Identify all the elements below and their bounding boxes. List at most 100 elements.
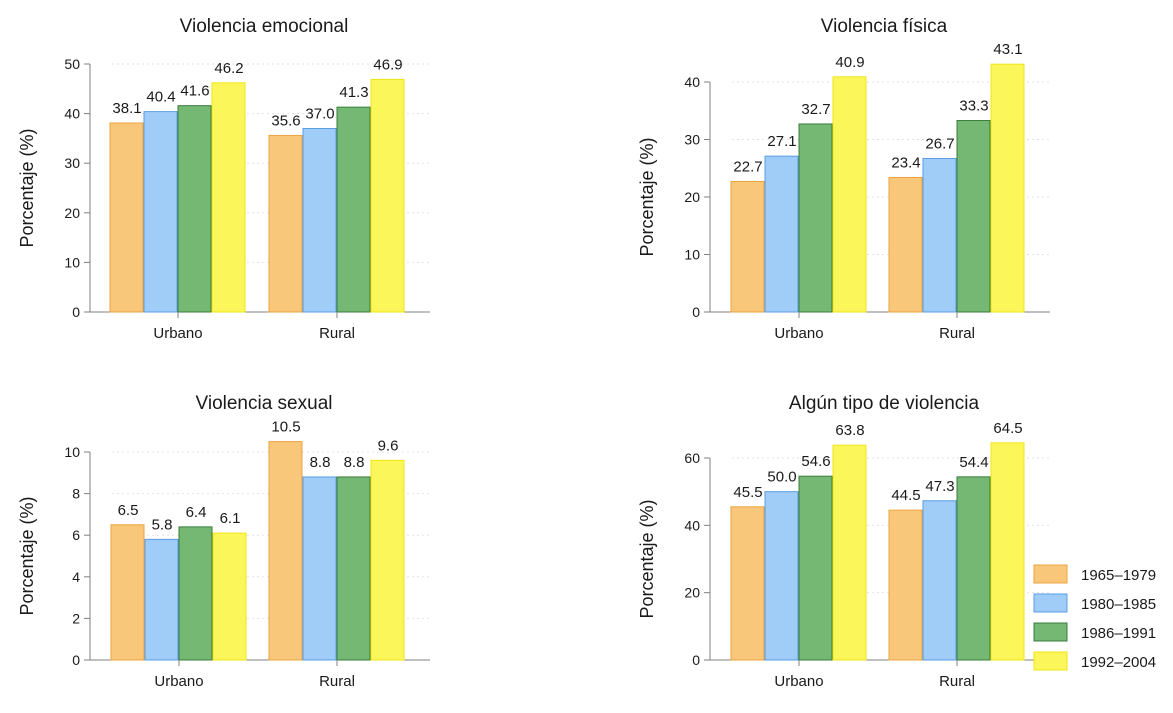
bar — [730, 506, 765, 661]
bar — [798, 123, 833, 313]
data-label: 64.5 — [993, 420, 1022, 437]
data-label: 27.1 — [767, 133, 796, 150]
y-axis-label: Porcentaje (%) — [637, 499, 657, 618]
data-label: 40.4 — [146, 89, 175, 106]
legend-label: 1986–1991 — [1081, 625, 1156, 642]
x-tick-label: Urbano — [154, 673, 203, 690]
bar — [302, 127, 337, 313]
bar — [110, 524, 145, 661]
bar — [268, 134, 303, 313]
bar — [302, 476, 337, 661]
x-tick-label: Rural — [319, 673, 355, 690]
data-label: 41.6 — [180, 83, 209, 100]
x-tick-label: Rural — [319, 325, 355, 342]
x-tick-label: Rural — [939, 325, 975, 342]
y-tick-label: 60 — [684, 450, 700, 466]
data-label: 44.5 — [891, 487, 920, 504]
bar — [798, 475, 833, 661]
y-tick-label: 4 — [72, 569, 80, 585]
y-tick-label: 2 — [72, 610, 80, 626]
data-label: 6.5 — [118, 502, 139, 519]
data-label: 6.1 — [220, 510, 241, 527]
bar — [211, 82, 246, 313]
bar — [832, 444, 867, 661]
data-label: 54.6 — [801, 453, 830, 470]
bar — [109, 122, 144, 313]
data-label: 40.9 — [835, 54, 864, 71]
y-tick-label: 0 — [692, 304, 700, 320]
bar — [336, 106, 371, 313]
data-label: 26.7 — [925, 135, 954, 152]
y-axis-label: Porcentaje (%) — [637, 137, 657, 256]
y-tick-label: 10 — [64, 444, 80, 460]
legend-swatch — [1033, 651, 1068, 671]
y-axis-label: Porcentaje (%) — [17, 128, 37, 247]
y-tick-label: 10 — [684, 247, 700, 263]
y-tick-label: 40 — [684, 74, 700, 90]
bar — [956, 476, 991, 661]
legend-swatch — [1033, 564, 1068, 584]
panel-1: Violencia emocional Porcentaje (%) 0 10 20 30… — [17, 16, 430, 342]
bar — [144, 538, 179, 661]
bar — [178, 526, 213, 661]
data-label: 47.3 — [925, 478, 954, 495]
data-label: 10.5 — [271, 419, 300, 436]
bar — [764, 491, 799, 661]
bar — [764, 155, 799, 313]
data-label: 63.8 — [835, 422, 864, 439]
data-label: 8.8 — [344, 454, 365, 471]
y-axis-label: Porcentaje (%) — [17, 496, 37, 615]
legend-label: 1965–1979 — [1081, 567, 1156, 584]
bar — [268, 441, 303, 661]
bar — [990, 442, 1025, 661]
panel-2: Violencia física Porcentaje (%) 0 10 20 30 40 2… — [637, 16, 1050, 342]
y-tick-label: 20 — [684, 189, 700, 205]
legend-label: 1980–1985 — [1081, 596, 1156, 613]
panel-4: Algún tipo de violencia Porcentaje (%) 0 20… — [637, 393, 1050, 690]
legend-swatch — [1033, 593, 1068, 613]
bar — [370, 459, 405, 661]
legend-label: 1992–2004 — [1081, 654, 1156, 671]
data-label: 41.3 — [339, 84, 368, 101]
y-tick-label: 20 — [684, 585, 700, 601]
data-label: 22.7 — [733, 158, 762, 175]
legend: 1965–1979 1980–1985 1986–1991 1992–2004 — [1033, 564, 1156, 671]
y-tick-label: 40 — [64, 106, 80, 122]
panel-title: Algún tipo de violencia — [789, 393, 980, 414]
bar — [336, 476, 371, 661]
y-tick-label: 0 — [72, 304, 80, 320]
panel-3: Violencia sexual Porcentaje (%) 0 2 4 6 8 10 6.5… — [17, 393, 430, 690]
y-tick-label: 50 — [64, 56, 80, 72]
data-label: 35.6 — [271, 112, 300, 129]
data-label: 37.0 — [305, 105, 334, 122]
data-label: 43.1 — [993, 41, 1022, 58]
y-tick-label: 6 — [72, 527, 80, 543]
bar — [143, 111, 178, 313]
y-tick-label: 40 — [684, 517, 700, 533]
bar — [370, 78, 405, 313]
y-tick-label: 30 — [64, 155, 80, 171]
y-tick-label: 20 — [64, 205, 80, 221]
data-label: 6.4 — [186, 504, 207, 521]
panel-title: Violencia sexual — [196, 393, 333, 414]
data-label: 8.8 — [310, 454, 331, 471]
bar — [922, 500, 957, 661]
data-label: 5.8 — [152, 516, 173, 533]
y-tick-label: 10 — [64, 254, 80, 270]
bar — [990, 63, 1025, 313]
x-tick-label: Urbano — [153, 325, 202, 342]
legend-swatch — [1033, 622, 1068, 642]
bar — [730, 180, 765, 313]
x-tick-label: Rural — [939, 673, 975, 690]
data-label: 50.0 — [767, 469, 796, 486]
x-tick-label: Urbano — [774, 673, 823, 690]
x-tick-label: Urbano — [774, 325, 823, 342]
bar — [888, 176, 923, 313]
data-label: 33.3 — [959, 98, 988, 115]
y-tick-label: 8 — [72, 486, 80, 502]
y-tick-label: 30 — [684, 132, 700, 148]
bar — [832, 76, 867, 313]
panel-title: Violencia emocional — [180, 16, 349, 37]
